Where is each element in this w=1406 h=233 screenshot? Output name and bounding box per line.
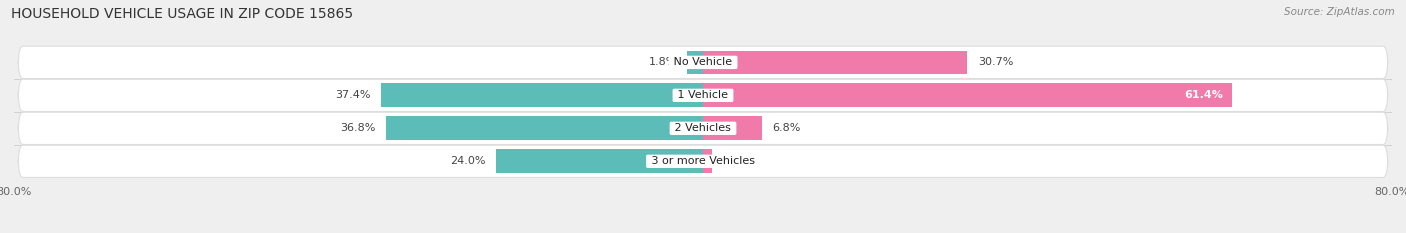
FancyBboxPatch shape — [18, 79, 1388, 112]
Text: 3 or more Vehicles: 3 or more Vehicles — [648, 156, 758, 166]
Text: No Vehicle: No Vehicle — [671, 57, 735, 67]
Text: 1 Vehicle: 1 Vehicle — [675, 90, 731, 100]
Bar — [381, 83, 703, 107]
Text: 6.8%: 6.8% — [772, 123, 800, 133]
Text: HOUSEHOLD VEHICLE USAGE IN ZIP CODE 15865: HOUSEHOLD VEHICLE USAGE IN ZIP CODE 1586… — [11, 7, 353, 21]
Text: 2 Vehicles: 2 Vehicles — [671, 123, 735, 133]
Text: 61.4%: 61.4% — [1184, 90, 1223, 100]
FancyBboxPatch shape — [18, 46, 1388, 79]
Bar — [703, 149, 713, 173]
Bar — [688, 51, 703, 74]
Bar — [387, 116, 703, 140]
Text: 24.0%: 24.0% — [450, 156, 486, 166]
Text: Source: ZipAtlas.com: Source: ZipAtlas.com — [1284, 7, 1395, 17]
Text: 36.8%: 36.8% — [340, 123, 375, 133]
Bar — [703, 51, 967, 74]
Text: 1.8%: 1.8% — [648, 57, 678, 67]
Bar — [496, 149, 703, 173]
Text: 1.1%: 1.1% — [723, 156, 751, 166]
Bar — [703, 83, 1232, 107]
Legend: Owner-occupied, Renter-occupied: Owner-occupied, Renter-occupied — [585, 230, 821, 233]
Text: 30.7%: 30.7% — [977, 57, 1014, 67]
Text: 37.4%: 37.4% — [335, 90, 371, 100]
Bar — [703, 116, 762, 140]
FancyBboxPatch shape — [18, 112, 1388, 144]
FancyBboxPatch shape — [18, 145, 1388, 178]
